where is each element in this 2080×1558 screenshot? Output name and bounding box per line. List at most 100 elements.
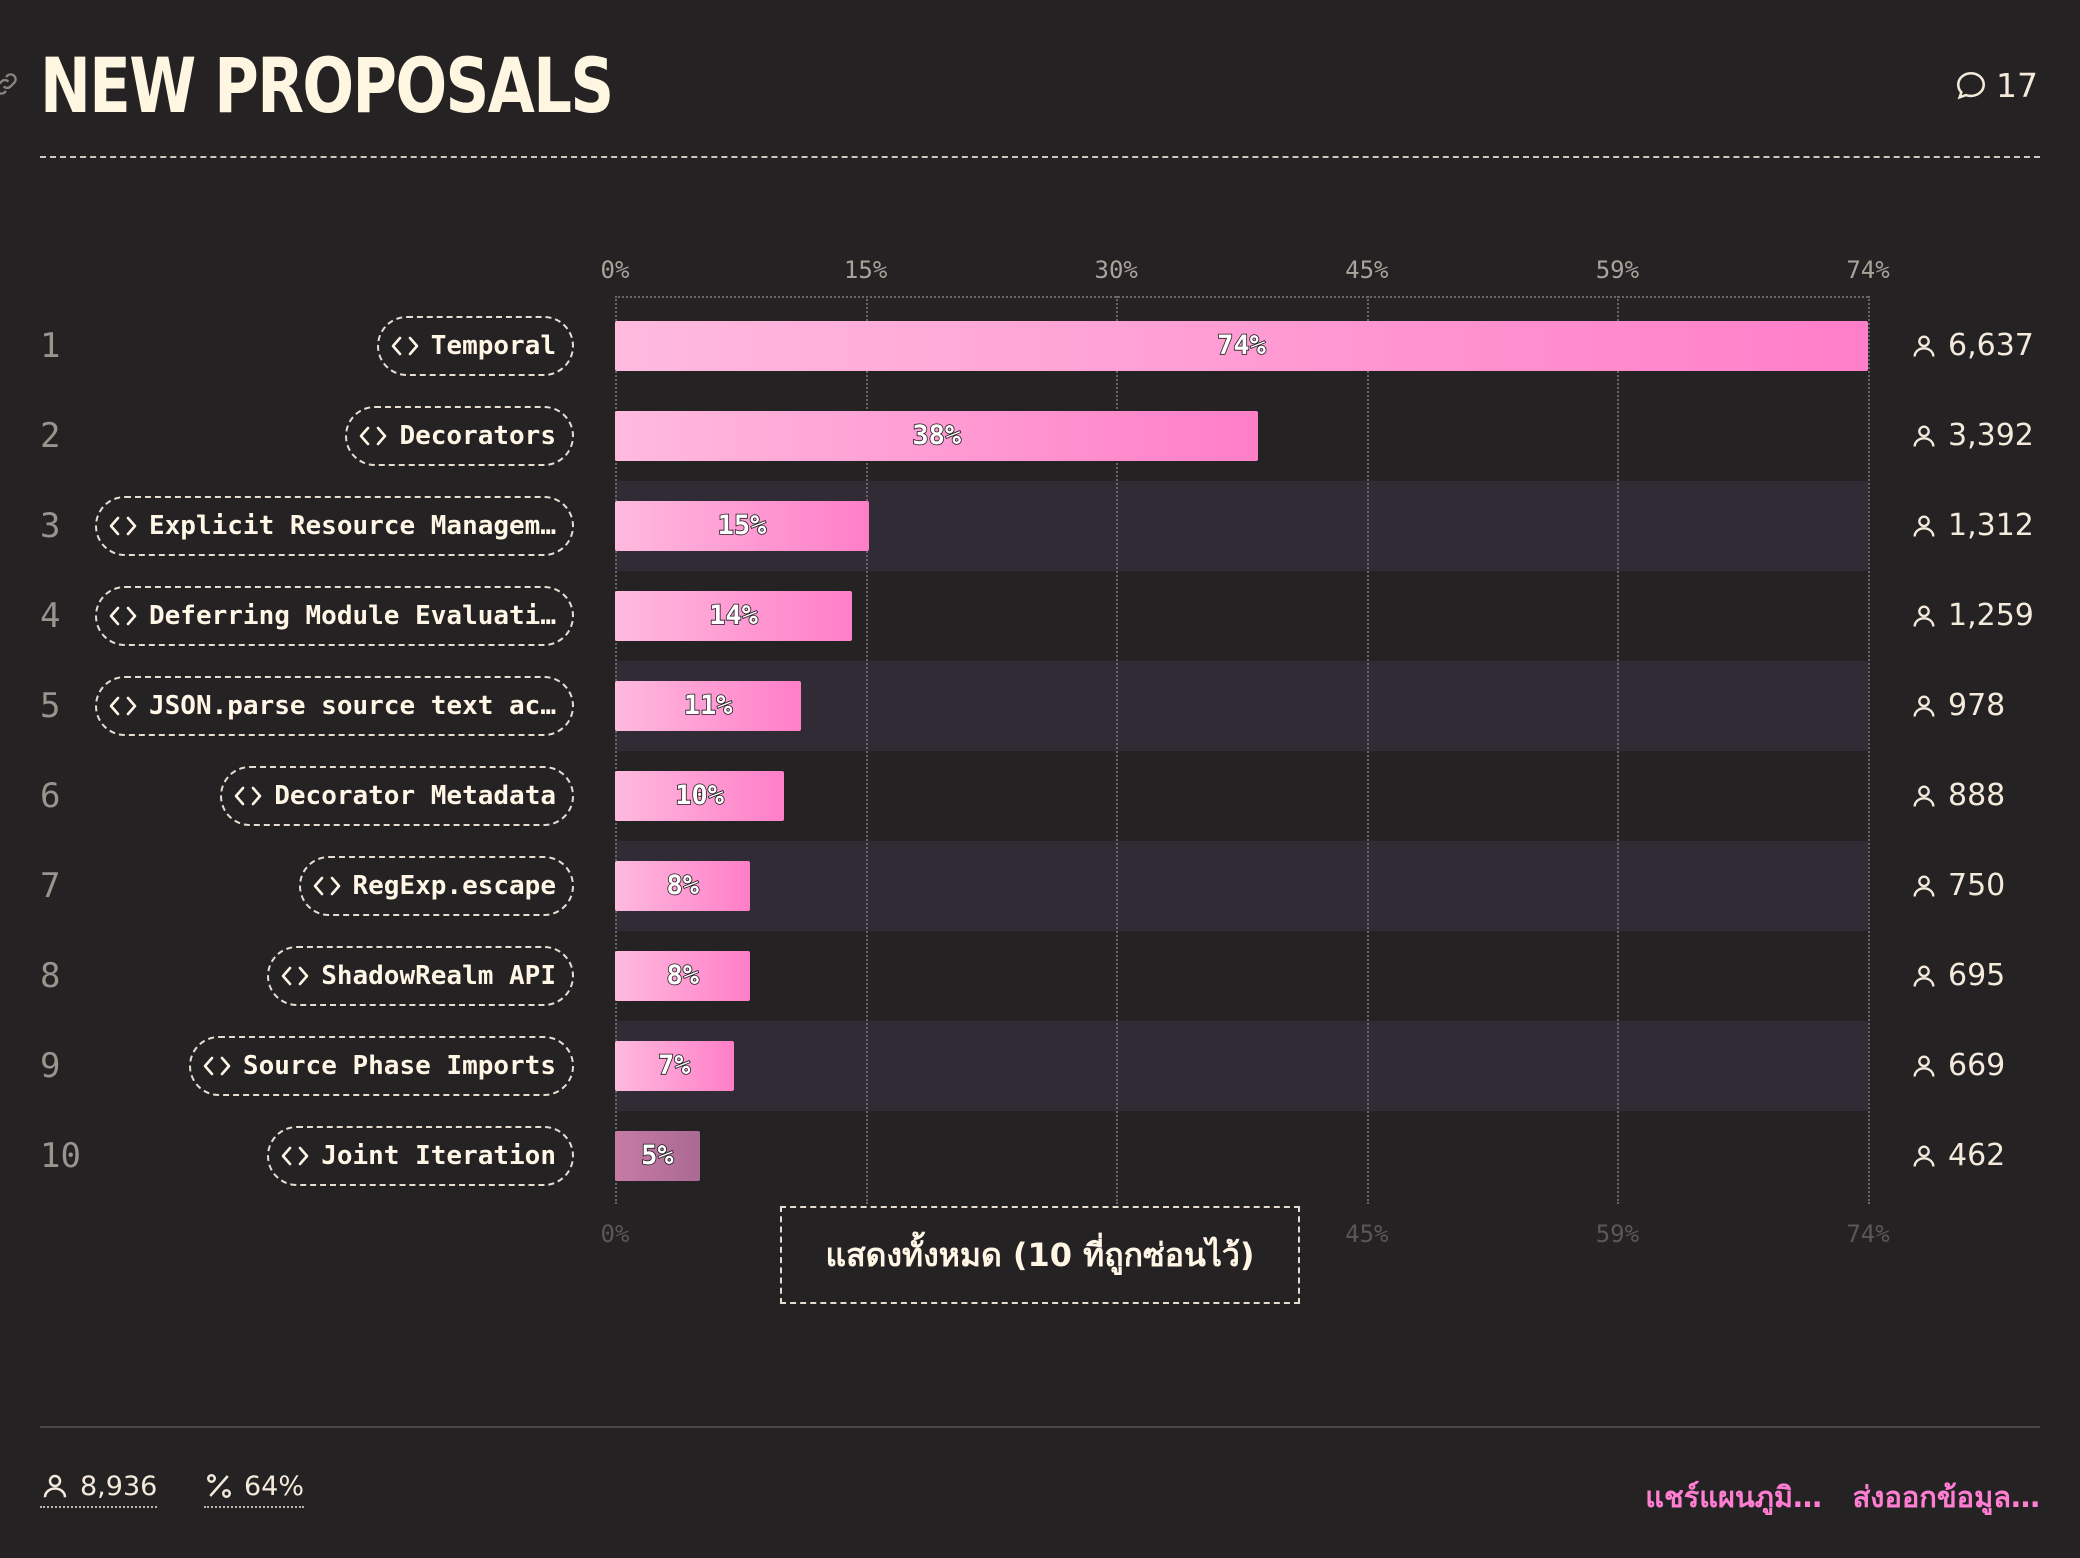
proposal-label[interactable]: Deferring Module Evaluati… bbox=[95, 586, 574, 646]
comment-count: 17 bbox=[1996, 66, 2038, 105]
proposal-label[interactable]: RegExp.escape bbox=[298, 856, 574, 916]
bar[interactable] bbox=[615, 591, 853, 641]
share-chart-link[interactable]: แชร์แผนภูมิ… bbox=[1645, 1480, 1822, 1514]
person-icon bbox=[1913, 695, 1935, 717]
proposal-name: Decorators bbox=[399, 421, 556, 451]
respondent-count: 1,259 bbox=[1910, 596, 2034, 636]
x-tick-label-bottom: 59% bbox=[1595, 1220, 1640, 1248]
rank-number: 7 bbox=[40, 866, 61, 906]
total-respondents[interactable]: 8,936 bbox=[40, 1470, 158, 1508]
comments-button[interactable]: 17 bbox=[1954, 66, 2038, 105]
person-icon bbox=[1913, 965, 1935, 987]
bar[interactable] bbox=[615, 681, 802, 731]
x-gridline bbox=[1617, 296, 1620, 1204]
total-respondents-value: 8,936 bbox=[80, 1470, 158, 1502]
proposal-label[interactable]: Decorators bbox=[345, 406, 574, 466]
respondent-count: 1,312 bbox=[1910, 506, 2034, 546]
proposal-label[interactable]: Decorator Metadata bbox=[220, 766, 574, 826]
code-brackets-icon bbox=[391, 336, 419, 356]
respondent-count-value: 888 bbox=[1948, 778, 2006, 813]
row-band bbox=[615, 661, 1868, 751]
export-data-link[interactable]: ส่งออกข้อมูล… bbox=[1852, 1480, 2040, 1514]
proposal-label[interactable]: Joint Iteration bbox=[267, 1126, 574, 1186]
x-gridline bbox=[865, 296, 868, 1204]
respondent-count-value: 1,312 bbox=[1948, 508, 2034, 543]
show-all-button[interactable]: แสดงทั้งหมด (10 ที่ถูกซ่อนไว้) bbox=[780, 1206, 1300, 1304]
bar-value-label: 10% bbox=[674, 779, 725, 812]
bar[interactable] bbox=[615, 861, 751, 911]
bar-value-label: 14% bbox=[708, 599, 758, 632]
respondent-count: 462 bbox=[1910, 1136, 2005, 1176]
bar[interactable] bbox=[615, 1131, 700, 1181]
code-brackets-icon bbox=[360, 426, 387, 446]
proposal-label[interactable]: Source Phase Imports bbox=[188, 1036, 574, 1096]
bar-value-label: 11% bbox=[683, 689, 733, 722]
rank-number: 2 bbox=[40, 416, 61, 456]
respondent-count-value: 695 bbox=[1948, 958, 2006, 993]
x-tick-label: 30% bbox=[1094, 256, 1138, 284]
proposal-name: JSON.parse source text ac… bbox=[149, 691, 556, 721]
x-tick-label: 59% bbox=[1595, 256, 1640, 284]
proposal-label[interactable]: Temporal bbox=[376, 316, 574, 376]
code-brackets-icon bbox=[109, 696, 137, 716]
x-tick-label-bottom: 45% bbox=[1345, 1220, 1389, 1248]
proposal-name: ShadowRealm API bbox=[321, 961, 556, 991]
person-icon bbox=[1913, 1055, 1935, 1077]
proposal-name: Deferring Module Evaluati… bbox=[149, 601, 556, 631]
proposal-name: RegExp.escape bbox=[352, 871, 557, 901]
percent-icon bbox=[207, 1474, 231, 1498]
footer-divider bbox=[40, 1426, 2040, 1428]
bar-value-label: 74% bbox=[1216, 329, 1266, 362]
x-gridline bbox=[1116, 296, 1119, 1204]
bar[interactable] bbox=[615, 771, 785, 821]
page-title: NEW PROPOSALS bbox=[40, 41, 614, 130]
proposal-label[interactable]: Explicit Resource Managem… bbox=[95, 496, 574, 556]
bar[interactable] bbox=[615, 501, 869, 551]
code-brackets-icon bbox=[109, 606, 137, 626]
bar-value-label: 8% bbox=[666, 959, 700, 992]
bar[interactable] bbox=[615, 951, 751, 1001]
row-band bbox=[615, 1021, 1868, 1111]
respondent-count-value: 750 bbox=[1948, 868, 2006, 903]
rank-number: 8 bbox=[40, 956, 61, 996]
percent-answered[interactable]: 64% bbox=[204, 1470, 305, 1508]
bar[interactable] bbox=[615, 411, 1259, 461]
person-icon bbox=[43, 1474, 67, 1498]
proposal-name: Explicit Resource Managem… bbox=[149, 511, 556, 541]
row-band bbox=[615, 841, 1868, 931]
proposal-label[interactable]: JSON.parse source text ac… bbox=[95, 676, 574, 736]
respondent-count: 750 bbox=[1910, 866, 2005, 906]
x-gridline bbox=[1868, 296, 1870, 1204]
proposal-label[interactable]: ShadowRealm API bbox=[267, 946, 574, 1006]
speech-bubble-icon bbox=[1956, 71, 1986, 99]
person-icon bbox=[1913, 1145, 1935, 1167]
person-icon bbox=[1913, 875, 1935, 897]
bar[interactable] bbox=[615, 1041, 734, 1091]
person-icon bbox=[1913, 515, 1935, 537]
bar[interactable] bbox=[615, 321, 1868, 371]
rank-number: 4 bbox=[40, 596, 61, 636]
proposal-name: Source Phase Imports bbox=[242, 1051, 556, 1081]
percent-answered-value: 64% bbox=[244, 1470, 305, 1502]
respondent-count: 3,392 bbox=[1910, 416, 2034, 456]
respondent-count: 978 bbox=[1910, 686, 2005, 726]
rank-number: 6 bbox=[40, 776, 61, 816]
bar-value-label: 38% bbox=[912, 419, 962, 452]
proposal-name: Joint Iteration bbox=[321, 1141, 556, 1171]
x-tick-label: 45% bbox=[1345, 256, 1389, 284]
link-icon[interactable] bbox=[0, 70, 20, 98]
respondent-count: 6,637 bbox=[1910, 326, 2034, 366]
code-brackets-icon bbox=[281, 1146, 309, 1166]
bar-value-label: 5% bbox=[640, 1139, 674, 1172]
x-tick-label-bottom: 0% bbox=[600, 1220, 630, 1248]
proposal-name: Decorator Metadata bbox=[274, 781, 556, 811]
x-tick-label: 0% bbox=[600, 256, 630, 284]
rank-number: 1 bbox=[40, 326, 61, 366]
code-brackets-icon bbox=[203, 1056, 231, 1076]
x-axis-top-line bbox=[615, 296, 1868, 298]
x-tick-label: 15% bbox=[843, 256, 888, 284]
bar-value-label: 15% bbox=[717, 509, 767, 542]
rank-number: 9 bbox=[40, 1046, 61, 1086]
bar-value-label: 8% bbox=[666, 869, 700, 902]
person-icon bbox=[1913, 605, 1935, 627]
